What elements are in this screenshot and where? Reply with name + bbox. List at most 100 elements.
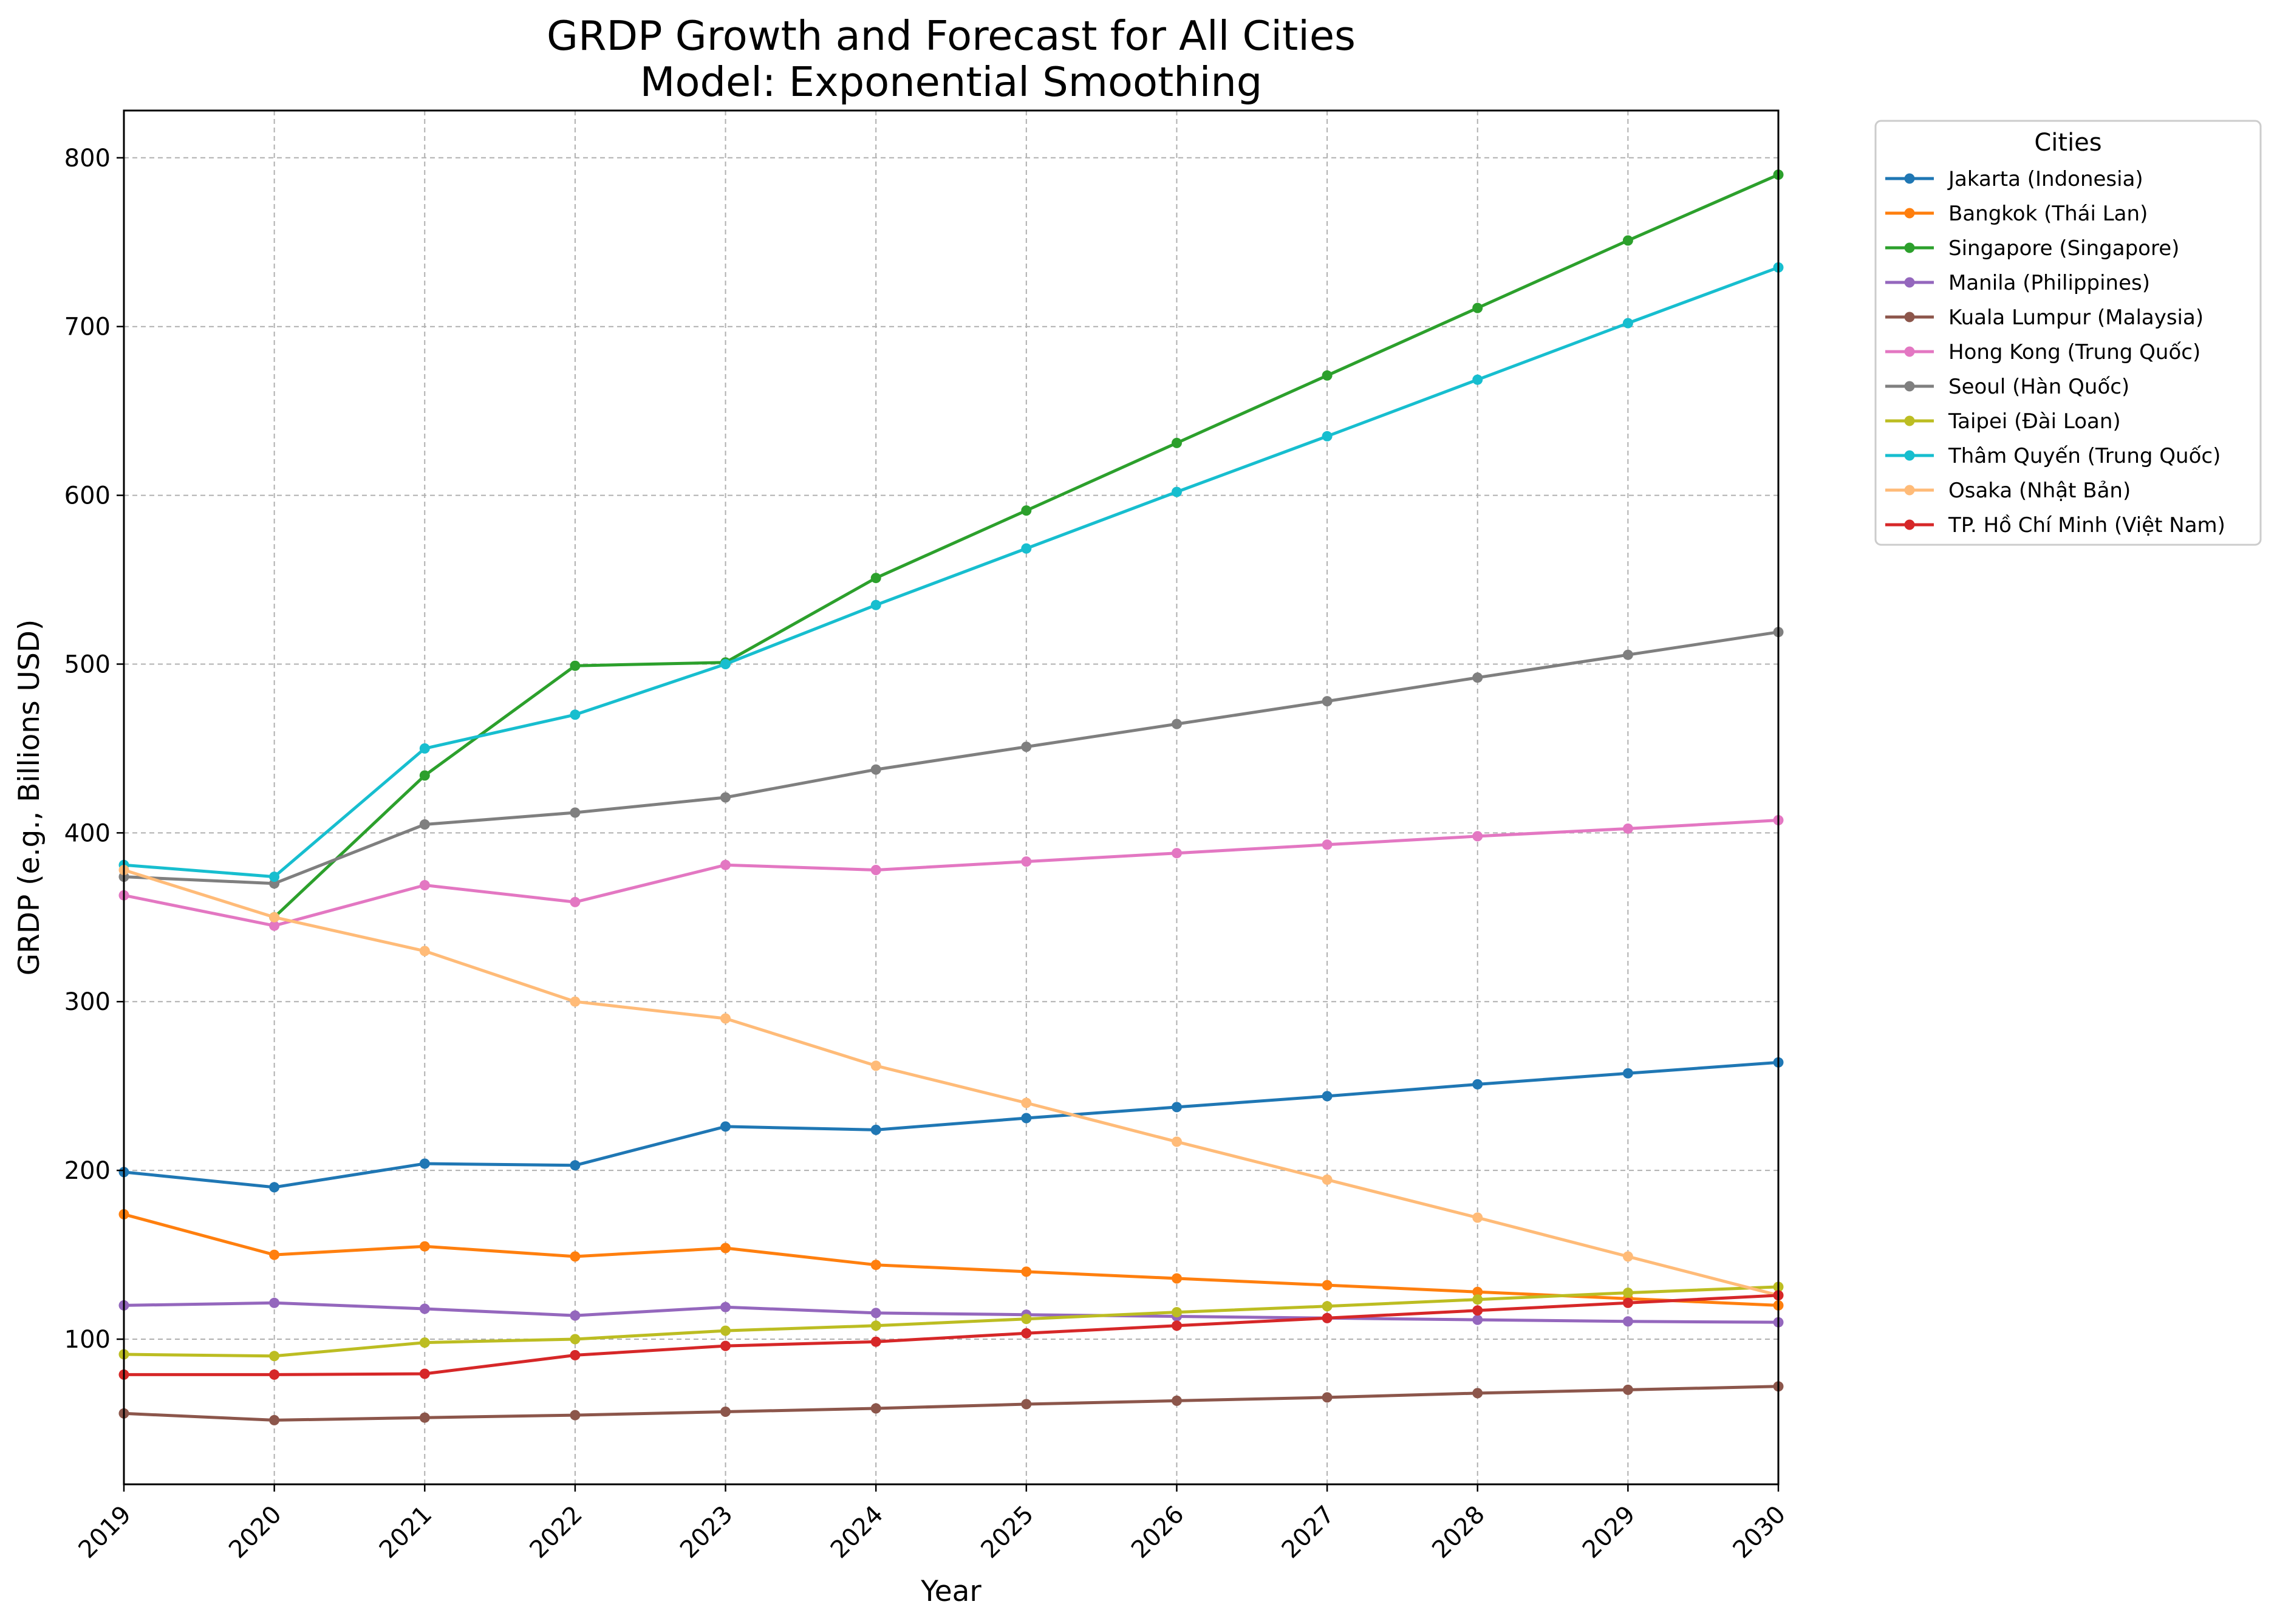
data-point xyxy=(1021,1097,1032,1108)
data-point xyxy=(1172,1102,1182,1113)
data-point xyxy=(570,1310,581,1321)
series-line xyxy=(123,1285,1779,1358)
legend-label: Osaka (Nhật Bản) xyxy=(1948,479,2131,503)
data-point xyxy=(419,1337,430,1348)
data-point xyxy=(419,819,430,830)
data-point xyxy=(1172,1320,1182,1331)
y-tick-label: 800 xyxy=(64,145,111,172)
x-tick-label: 2030 xyxy=(1728,1501,1792,1564)
data-point xyxy=(1472,1079,1483,1090)
data-point xyxy=(570,709,581,720)
y-tick-label: 200 xyxy=(64,1157,111,1185)
data-point xyxy=(419,1241,430,1252)
data-point xyxy=(1021,543,1032,554)
x-tick-label: 2026 xyxy=(1126,1501,1190,1564)
data-point xyxy=(1021,1113,1032,1124)
legend-title: Cities xyxy=(2034,129,2101,157)
data-point xyxy=(1622,1288,1633,1298)
data-point xyxy=(269,872,280,882)
data-point xyxy=(570,1251,581,1262)
data-point xyxy=(720,1013,731,1024)
data-point xyxy=(1472,302,1483,313)
legend-frame xyxy=(1874,120,2262,546)
data-point xyxy=(720,1302,731,1312)
data-point xyxy=(870,865,881,875)
series-0 xyxy=(118,1057,1784,1193)
legend-entry: Hong Kong (Trung Quốc) xyxy=(1885,340,2200,364)
data-point xyxy=(1622,1068,1633,1079)
x-tick-label: 2020 xyxy=(224,1501,287,1564)
data-point xyxy=(720,1121,731,1132)
data-point xyxy=(720,859,731,870)
data-point xyxy=(1472,1286,1483,1297)
data-point xyxy=(720,1325,731,1336)
data-point xyxy=(269,912,280,923)
series-6 xyxy=(118,627,1784,889)
x-tick-label: 2022 xyxy=(524,1501,588,1564)
legend-swatch-marker xyxy=(1904,519,1915,530)
legend-swatch-marker xyxy=(1904,415,1915,426)
data-point xyxy=(570,1160,581,1171)
series-line xyxy=(123,630,1779,885)
legend-items: Jakarta (Indonesia) Bangkok (Thái Lan) Sin… xyxy=(1885,167,2225,537)
data-point xyxy=(870,1308,881,1319)
series-8 xyxy=(118,262,1784,882)
data-point xyxy=(419,946,430,957)
data-point xyxy=(1021,1399,1032,1410)
data-point xyxy=(1021,856,1032,867)
legend: Cities Jakarta (Indonesia) Bangkok (Thái … xyxy=(1874,120,2262,546)
legend-swatch-marker xyxy=(1904,277,1915,288)
series-1 xyxy=(118,1209,1784,1311)
data-point xyxy=(870,1124,881,1135)
legend-swatch-marker xyxy=(1904,346,1915,357)
data-point xyxy=(1322,1392,1333,1403)
data-point xyxy=(1322,1301,1333,1312)
legend-label: Manila (Philippines) xyxy=(1948,271,2150,295)
data-point xyxy=(570,660,581,671)
x-tick-label: 2028 xyxy=(1427,1501,1490,1564)
data-point xyxy=(1322,431,1333,442)
data-point xyxy=(1472,374,1483,385)
y-tick-label: 700 xyxy=(64,313,111,341)
x-tick-label: 2024 xyxy=(825,1501,889,1564)
data-point xyxy=(1322,1312,1333,1323)
data-point xyxy=(1622,1297,1633,1308)
series-7 xyxy=(118,1281,1784,1362)
legend-entry: Singapore (Singapore) xyxy=(1885,236,2179,261)
data-point xyxy=(1172,486,1182,497)
data-point xyxy=(1322,1280,1333,1291)
data-point xyxy=(1322,839,1333,850)
legend-label: Singapore (Singapore) xyxy=(1948,236,2179,261)
series-line xyxy=(123,1212,1779,1307)
y-tick-label: 100 xyxy=(64,1326,111,1354)
series-10 xyxy=(118,1290,1784,1380)
legend-label: Kuala Lumpur (Malaysia) xyxy=(1948,305,2204,330)
data-point xyxy=(1622,1251,1633,1262)
data-point xyxy=(1472,1314,1483,1325)
data-point xyxy=(1322,1174,1333,1185)
data-point xyxy=(1622,235,1633,246)
data-point xyxy=(720,659,731,669)
data-point xyxy=(570,1410,581,1421)
data-point xyxy=(1172,848,1182,859)
data-point xyxy=(269,920,280,931)
plot-frame xyxy=(123,109,1780,1486)
x-tick-label: 2027 xyxy=(1277,1501,1340,1564)
data-point xyxy=(1472,1388,1483,1399)
legend-entry: Bangkok (Thái Lan) xyxy=(1885,202,2148,226)
legend-swatch-marker xyxy=(1904,312,1915,322)
legend-entry: Manila (Philippines) xyxy=(1885,271,2150,295)
y-tick-label: 600 xyxy=(64,482,111,510)
chart-subtitle: Model: Exponential Smoothing xyxy=(640,58,1263,106)
data-point xyxy=(419,770,430,781)
data-point xyxy=(269,1414,280,1425)
legend-label: Seoul (Hàn Quốc) xyxy=(1948,375,2129,399)
data-point xyxy=(269,1182,280,1193)
data-point xyxy=(870,599,881,610)
legend-swatch-marker xyxy=(1904,381,1915,392)
data-point xyxy=(1172,437,1182,448)
legend-label: Taipei (Đài Loan) xyxy=(1948,409,2121,434)
data-point xyxy=(870,573,881,584)
y-axis: 100 200 300 400 500 600 700 800 xyxy=(64,145,124,1354)
